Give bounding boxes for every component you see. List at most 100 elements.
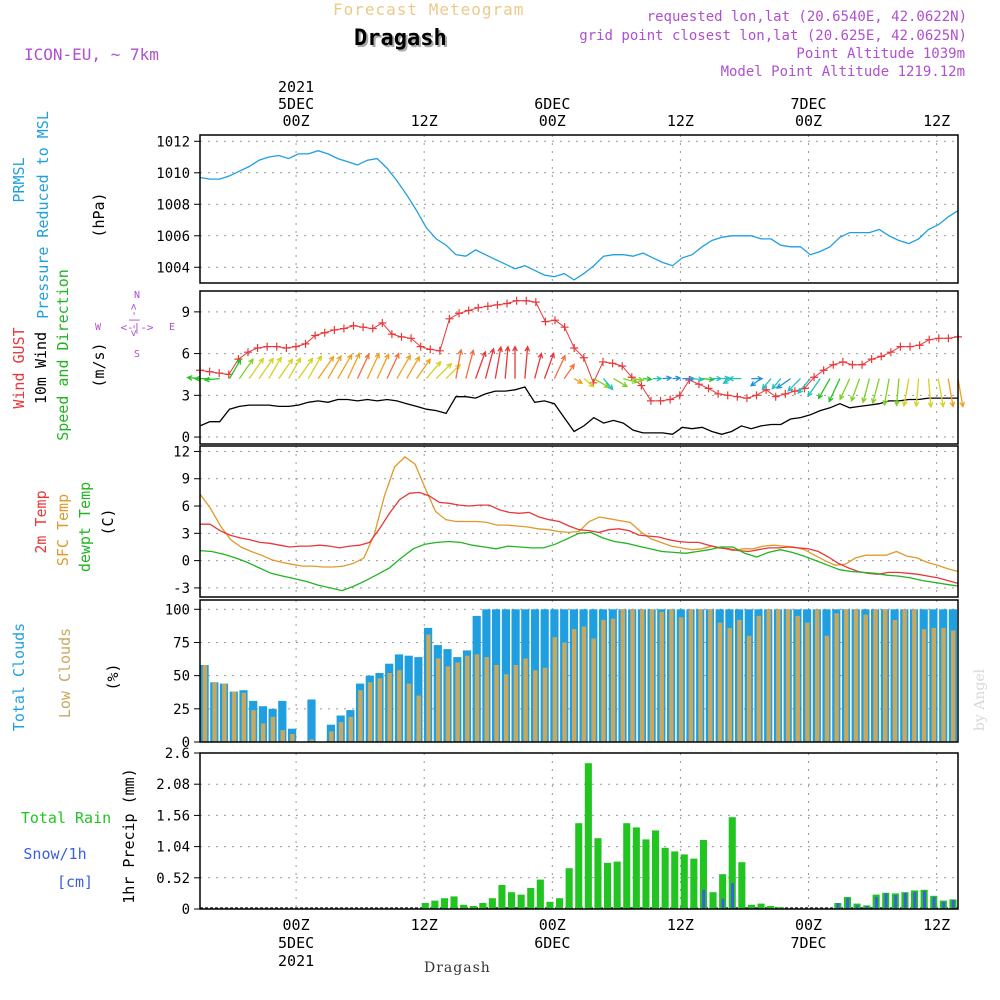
rain-bar bbox=[632, 827, 640, 909]
gust-marker bbox=[243, 348, 252, 357]
low-cloud-bar bbox=[329, 731, 334, 742]
low-cloud-bar bbox=[863, 614, 868, 742]
panel-frame-clouds bbox=[199, 599, 959, 743]
wind-arrow bbox=[776, 378, 791, 389]
snow-bar bbox=[894, 895, 898, 909]
temperature-unit: (C) bbox=[99, 508, 117, 535]
low-cloud-bar bbox=[494, 665, 499, 742]
clouds-tick-label: 50 bbox=[173, 669, 190, 685]
gust-marker bbox=[531, 298, 540, 307]
gust-marker bbox=[627, 373, 636, 382]
rain-bar bbox=[747, 904, 755, 909]
top-time-label: 00Z bbox=[795, 112, 822, 130]
panel-frame-precip bbox=[199, 752, 959, 910]
wind-arrow bbox=[337, 353, 353, 379]
gust-marker bbox=[416, 342, 425, 351]
wind-arrow bbox=[396, 354, 412, 379]
wind-arrow bbox=[512, 345, 518, 379]
clouds-tick-label: 100 bbox=[165, 602, 190, 618]
low-cloud-bar bbox=[406, 683, 412, 742]
model-label: ICON-EU, ~ 7km bbox=[24, 45, 159, 64]
low-cloud-bar bbox=[280, 730, 285, 742]
sfctemp-label: SFC Temp bbox=[54, 494, 72, 566]
gust-marker bbox=[541, 317, 550, 326]
wind-arrow bbox=[425, 360, 442, 380]
wind-arrow bbox=[317, 355, 335, 379]
gust-marker bbox=[934, 334, 943, 343]
gust-marker bbox=[205, 367, 214, 376]
gust-marker bbox=[503, 299, 512, 308]
gust-marker bbox=[368, 324, 377, 333]
gridlines bbox=[200, 135, 958, 910]
low-cloud-bar bbox=[358, 690, 363, 742]
gust-marker bbox=[359, 323, 368, 332]
temperature-tick-label: 6 bbox=[182, 499, 190, 515]
rain-bar bbox=[479, 903, 487, 909]
gust-marker bbox=[301, 339, 310, 348]
low-cloud-bar bbox=[455, 662, 460, 742]
rain-bar bbox=[690, 858, 698, 909]
rain-bar bbox=[527, 888, 535, 909]
snow-bar bbox=[846, 898, 850, 909]
wind-arrow bbox=[901, 378, 910, 408]
low-cloud-bar bbox=[737, 619, 742, 742]
gust-marker bbox=[675, 391, 684, 400]
gust-marker bbox=[560, 323, 569, 332]
low-cloud-bar bbox=[309, 739, 314, 742]
rain-bar bbox=[460, 904, 468, 909]
wind-arrow bbox=[268, 356, 282, 379]
low-cloud-bar bbox=[659, 611, 664, 742]
precip-tick-label: 0.52 bbox=[156, 871, 190, 887]
low-cloud-bar bbox=[212, 682, 217, 742]
low-clouds-label: Low Clouds bbox=[56, 628, 74, 718]
grid-point-location: grid point closest lon,lat (20.625E, 42.… bbox=[579, 28, 967, 44]
chart-labels: 100410061008101010120369-303691202550751… bbox=[10, 78, 988, 970]
dewpt-line bbox=[199, 531, 959, 592]
wind-arrow bbox=[356, 352, 370, 379]
top-time-label: 12Z bbox=[411, 112, 438, 130]
wind-arrow bbox=[534, 352, 544, 379]
low-cloud-bar bbox=[892, 619, 898, 742]
rain-bar bbox=[642, 839, 650, 909]
gust-marker bbox=[435, 346, 444, 355]
rain-bar bbox=[719, 874, 727, 909]
bottom-time-label: 5DEC bbox=[278, 934, 314, 952]
snow-bar bbox=[903, 892, 907, 909]
rain-bar bbox=[546, 901, 554, 909]
gust-marker bbox=[579, 353, 588, 362]
gust-marker bbox=[330, 325, 339, 334]
rain-bar bbox=[421, 903, 429, 909]
rain-bar bbox=[488, 898, 496, 909]
gust-marker bbox=[752, 391, 761, 400]
low-cloud-bar bbox=[834, 613, 839, 742]
wind-arrow bbox=[613, 378, 629, 388]
compass-vertical-arrow: <-|-> bbox=[127, 303, 140, 336]
wind-arrow bbox=[297, 357, 314, 379]
gust-marker bbox=[455, 309, 464, 318]
low-cloud-bar bbox=[844, 609, 849, 742]
temperature-tick-label: -3 bbox=[173, 581, 190, 597]
gust-marker bbox=[426, 345, 435, 354]
low-cloud-bar bbox=[231, 691, 237, 742]
wind-arrow bbox=[672, 375, 682, 382]
gust-marker bbox=[848, 360, 857, 369]
clouds-watermark: by Angel bbox=[972, 668, 988, 731]
snow-bar bbox=[923, 891, 926, 909]
gust-marker bbox=[474, 303, 483, 312]
bottom-time-label: 00Z bbox=[795, 916, 822, 934]
top-time-label: 5DEC bbox=[278, 95, 314, 113]
low-cloud-bar bbox=[824, 635, 830, 742]
snow-bar bbox=[865, 906, 869, 909]
low-cloud-bar bbox=[377, 678, 382, 742]
wind-arrow bbox=[203, 376, 220, 383]
precip-tick-label: 2.08 bbox=[156, 777, 190, 793]
wind-arrow bbox=[632, 376, 645, 383]
gust-marker bbox=[493, 300, 502, 309]
wind-arrow bbox=[749, 378, 762, 387]
low-cloud-bar bbox=[698, 609, 703, 742]
rain-bar bbox=[604, 862, 612, 909]
snow-bar bbox=[875, 897, 878, 909]
snow-bar bbox=[731, 883, 734, 909]
gust-marker bbox=[819, 366, 828, 375]
rain-bar bbox=[661, 847, 669, 909]
